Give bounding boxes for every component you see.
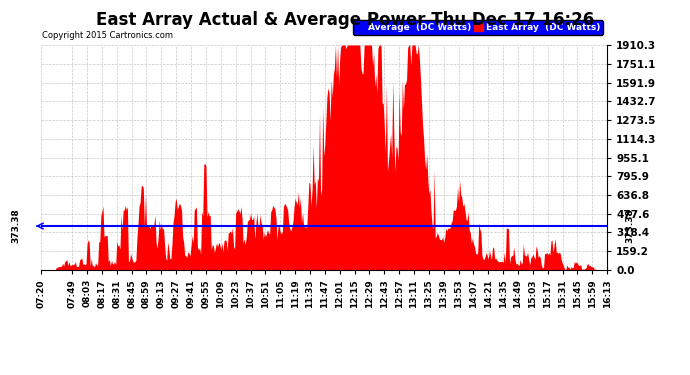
Text: East Array Actual & Average Power Thu Dec 17 16:26: East Array Actual & Average Power Thu De… bbox=[96, 11, 594, 29]
Text: Copyright 2015 Cartronics.com: Copyright 2015 Cartronics.com bbox=[42, 32, 173, 40]
Text: 373.38: 373.38 bbox=[625, 209, 634, 243]
Legend: Average  (DC Watts), East Array  (DC Watts): Average (DC Watts), East Array (DC Watts… bbox=[353, 20, 602, 35]
Text: 373.38: 373.38 bbox=[12, 209, 21, 243]
